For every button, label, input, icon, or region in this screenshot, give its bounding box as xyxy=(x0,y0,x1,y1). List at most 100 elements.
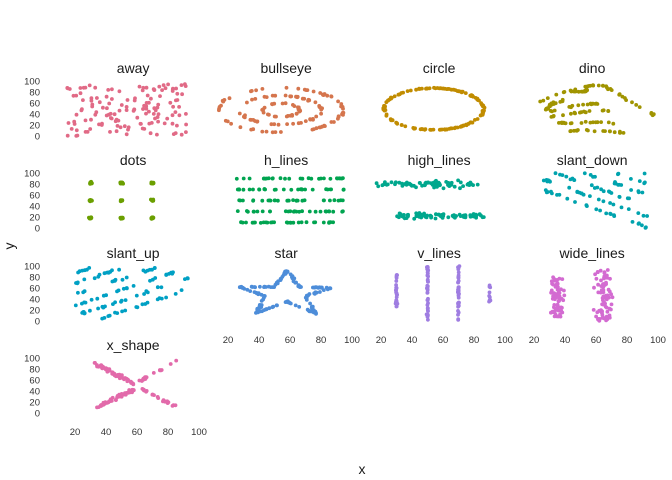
data-point xyxy=(234,176,239,181)
data-point xyxy=(94,110,99,115)
data-point xyxy=(439,214,444,219)
data-point xyxy=(89,297,94,302)
data-point xyxy=(617,195,622,199)
data-point xyxy=(636,189,641,194)
data-point xyxy=(601,302,606,307)
data-point xyxy=(602,270,607,275)
data-point xyxy=(591,308,596,312)
data-point xyxy=(596,290,601,295)
data-point xyxy=(260,198,265,203)
data-point xyxy=(394,279,399,283)
panel-title: h_lines xyxy=(264,152,308,168)
data-point xyxy=(300,96,305,101)
data-point xyxy=(341,106,345,111)
data-point xyxy=(565,196,570,201)
data-point xyxy=(125,98,130,102)
data-point xyxy=(298,285,302,289)
data-point xyxy=(325,93,330,98)
data-point xyxy=(459,89,463,94)
panel-title: v_lines xyxy=(417,245,461,261)
x-tick-label: 100 xyxy=(191,427,207,438)
data-point xyxy=(139,122,143,126)
data-point xyxy=(259,292,264,297)
data-point xyxy=(113,277,118,282)
data-point xyxy=(312,220,316,225)
data-point xyxy=(567,185,572,190)
panel-v_lines: v_lines 20 40 60 80 100 xyxy=(376,245,513,346)
data-point xyxy=(124,132,129,137)
data-point xyxy=(217,105,222,109)
data-point xyxy=(249,284,254,289)
data-point xyxy=(441,86,446,91)
data-point xyxy=(300,187,305,192)
data-point xyxy=(389,95,393,100)
data-point xyxy=(562,293,567,298)
data-point xyxy=(245,287,250,292)
data-point xyxy=(143,302,148,306)
data-point xyxy=(119,299,123,304)
data-point xyxy=(107,368,112,372)
data-point xyxy=(605,309,610,314)
x-tick-label: 20 xyxy=(223,335,234,346)
data-point xyxy=(260,309,264,314)
y-tick-label: 0 xyxy=(35,224,40,235)
data-point xyxy=(608,212,613,217)
data-point xyxy=(238,198,243,203)
data-point xyxy=(581,102,585,107)
data-point xyxy=(144,85,149,90)
data-point xyxy=(173,292,178,296)
x-tick-label: 40 xyxy=(407,335,418,346)
data-point xyxy=(593,272,597,277)
data-point xyxy=(606,109,611,113)
data-point xyxy=(394,300,399,304)
data-point xyxy=(124,105,129,109)
data-point xyxy=(553,278,557,283)
data-point xyxy=(413,126,417,131)
data-point xyxy=(239,284,244,289)
data-point xyxy=(572,128,576,133)
data-point xyxy=(296,187,300,192)
data-point xyxy=(270,305,275,310)
data-point xyxy=(291,121,295,126)
panel-title: slant_up xyxy=(107,245,160,261)
data-point xyxy=(293,280,298,285)
data-point xyxy=(276,198,280,203)
data-point xyxy=(288,113,293,118)
y-tick-label: 20 xyxy=(29,306,40,317)
data-point xyxy=(437,86,442,91)
data-point xyxy=(420,86,424,91)
data-point xyxy=(307,98,312,103)
data-point xyxy=(557,297,562,302)
data-point xyxy=(395,273,399,277)
data-point xyxy=(456,270,461,275)
data-point xyxy=(99,403,103,408)
data-point xyxy=(555,287,560,292)
data-point xyxy=(557,121,561,125)
data-point xyxy=(299,220,304,225)
data-point xyxy=(184,122,189,127)
data-point xyxy=(108,130,112,134)
data-point xyxy=(262,94,267,99)
data-point xyxy=(382,104,386,108)
data-point xyxy=(453,215,457,220)
data-point xyxy=(604,305,609,310)
data-point xyxy=(155,132,159,137)
y-tick-label: 0 xyxy=(35,132,40,143)
data-point xyxy=(321,198,326,203)
data-point xyxy=(248,117,253,122)
data-point xyxy=(101,365,106,369)
data-point xyxy=(583,88,587,93)
data-point xyxy=(273,198,277,203)
data-point xyxy=(174,86,179,91)
data-point xyxy=(592,129,597,134)
data-point xyxy=(436,212,441,217)
data-point xyxy=(634,103,639,107)
panel-circle: circle xyxy=(381,60,487,132)
data-point xyxy=(560,121,564,125)
data-point xyxy=(332,120,336,124)
x-tick-label: 80 xyxy=(316,335,327,346)
data-point xyxy=(467,183,472,188)
data-point xyxy=(456,317,461,321)
data-point xyxy=(572,178,576,182)
